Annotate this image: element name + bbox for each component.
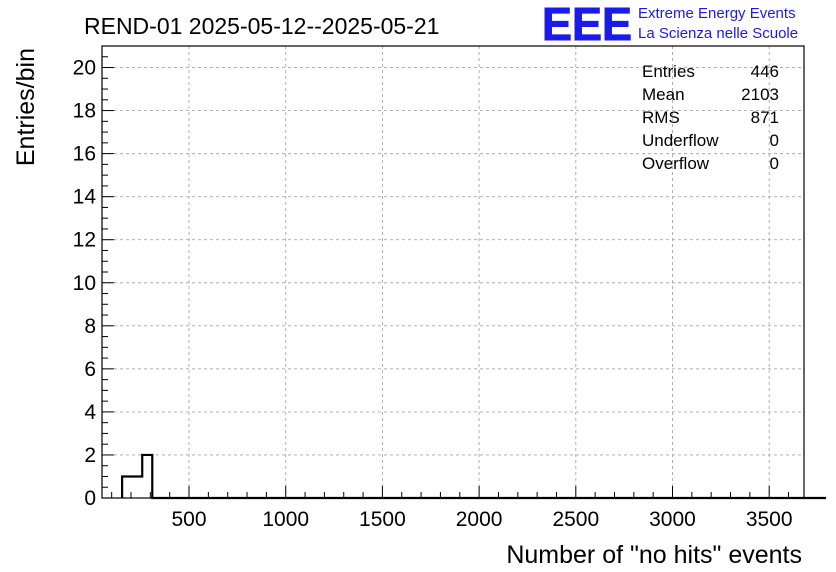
stats-label: Mean [642, 85, 685, 104]
plot-frame [101, 45, 805, 499]
y-tick-label: 0 [84, 487, 96, 510]
stats-value: 0 [770, 131, 779, 150]
histogram-outline [121, 453, 827, 500]
y-tick-label: 4 [84, 401, 96, 424]
stats-label: Overflow [642, 154, 710, 173]
y-tick-label: 8 [84, 315, 96, 338]
stats-value: 871 [751, 108, 779, 127]
histogram-series [121, 453, 827, 500]
y-tick-label: 6 [84, 358, 96, 381]
logo-line-2: La Scienza nelle Scuole [638, 25, 798, 42]
logo-line-1: Extreme Energy Events [638, 5, 796, 22]
x-tick-label: 1500 [359, 508, 406, 531]
stats-value: 2103 [741, 85, 779, 104]
x-tick-label: 3000 [649, 508, 696, 531]
axis-ticks: 500 1000 1500 2000 2500 3000 35000246810121416… [73, 45, 793, 531]
x-axis-label: Number of "no hits" events [506, 541, 802, 569]
stats-label: RMS [642, 108, 680, 127]
y-tick-label: 20 [73, 57, 96, 80]
y-tick-label: 10 [73, 272, 96, 295]
stats-label: Entries [642, 62, 695, 81]
eee-logo-mark: EEE [542, 0, 632, 50]
x-tick-label: 2000 [456, 508, 503, 531]
x-tick-label: 500 [172, 508, 207, 531]
histogram-bin [142, 455, 152, 498]
y-axis-label: Entries/bin [12, 48, 40, 166]
x-tick-label: 3500 [746, 508, 793, 531]
histogram-bin [132, 476, 142, 498]
stats-value: 0 [770, 154, 779, 173]
y-tick-label: 12 [73, 229, 96, 252]
stats-value: 446 [751, 62, 779, 81]
grid [102, 46, 804, 499]
y-tick-label: 14 [73, 186, 97, 209]
x-tick-label: 1000 [262, 508, 309, 531]
eee-logo: EEE Extreme Energy Events La Scienza nel… [542, 0, 799, 51]
y-tick-label: 16 [73, 143, 96, 166]
stats-box: Entries 446 Mean 2103 RMS 871 Underflow 0 Overfl… [642, 62, 779, 173]
x-tick-label: 2500 [552, 508, 599, 531]
stats-label: Underflow [642, 131, 719, 150]
y-tick-label: 2 [84, 444, 96, 467]
chart-title: REND-01 2025-05-12--2025-05-21 [84, 13, 439, 39]
y-tick-label: 18 [73, 100, 96, 123]
